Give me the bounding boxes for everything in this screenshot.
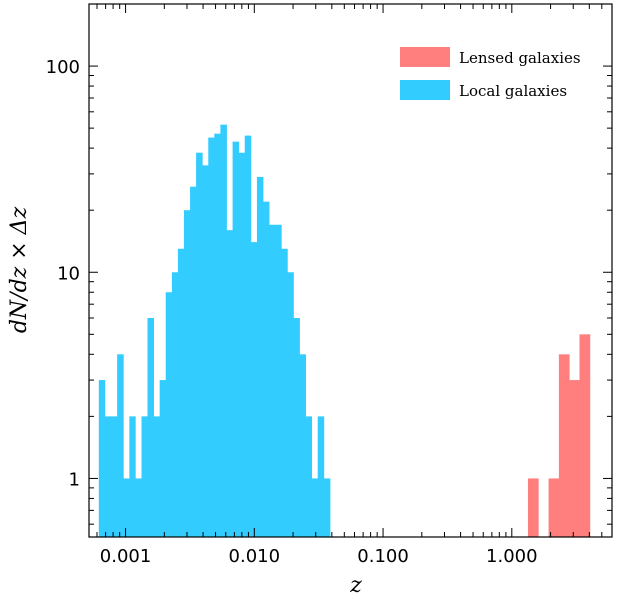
histogram-bar [135, 478, 142, 537]
plot-frame [88, 3, 613, 538]
histogram-bar [269, 224, 276, 538]
x-tick-label: 1.000 [486, 546, 538, 567]
histogram-bar [202, 165, 209, 537]
x-tick-labels: 0.001 0.010 0.100 1.000 [100, 546, 538, 567]
histogram-bar [299, 354, 306, 537]
histogram-bar [548, 478, 560, 537]
histogram-bar [323, 478, 331, 537]
y-tick-label: 100 [46, 57, 80, 78]
x-tick-label: 0.100 [357, 546, 409, 567]
histogram-bar [293, 318, 300, 537]
histogram-bars [98, 124, 591, 538]
histogram-bar [214, 133, 221, 537]
histogram-bar [317, 416, 325, 537]
legend: Lensed galaxies Local galaxies [400, 47, 581, 100]
histogram-bar [196, 152, 203, 537]
histogram-bar [183, 210, 191, 537]
histogram-bar [527, 478, 539, 537]
histogram-bar [104, 416, 112, 537]
histogram-bar [171, 272, 179, 537]
legend-swatch-lensed [400, 47, 450, 67]
histogram-bar [123, 478, 130, 537]
histogram-bar [287, 272, 294, 537]
histogram-bar [579, 334, 591, 537]
histogram-bar [226, 230, 233, 538]
histogram-bar [147, 318, 154, 537]
x-tick-label: 0.010 [229, 546, 281, 567]
legend-swatch-local [400, 80, 450, 100]
histogram-bar [232, 141, 240, 537]
histogram-bar [281, 248, 288, 537]
histogram-bar [244, 135, 252, 537]
histogram-bar [558, 354, 570, 537]
histogram-bar [250, 242, 258, 537]
histogram-bar [263, 201, 270, 537]
histogram-bar [165, 292, 173, 537]
histogram-bar [190, 186, 197, 537]
histogram-bar [153, 416, 161, 537]
x-axis-label: z [349, 573, 362, 598]
histogram-bar [311, 478, 319, 537]
histogram-bar [110, 416, 118, 537]
histogram-bar [117, 354, 124, 537]
histogram-bar [177, 248, 185, 537]
axis-ticks [89, 3, 613, 537]
histogram-bar [208, 137, 215, 537]
y-tick-label: 1 [69, 469, 80, 490]
histogram-bar [141, 416, 148, 537]
y-tick-label: 10 [57, 263, 80, 284]
legend-label-local: Local galaxies [459, 82, 567, 100]
y-axis-label: dN/dz × Δz [7, 206, 32, 333]
histogram-bar [159, 380, 167, 537]
histogram-bar [238, 152, 246, 537]
x-tick-label: 0.001 [100, 546, 152, 567]
histogram-bar [305, 416, 313, 537]
histogram-bar [129, 416, 136, 537]
y-tick-labels: 1 10 100 [46, 57, 80, 490]
histogram-bar [256, 176, 264, 538]
histogram-bar [275, 224, 282, 538]
legend-label-lensed: Lensed galaxies [459, 49, 581, 67]
histogram-bar [220, 124, 227, 537]
histogram-bar [98, 380, 106, 537]
histogram-bar [569, 380, 580, 537]
